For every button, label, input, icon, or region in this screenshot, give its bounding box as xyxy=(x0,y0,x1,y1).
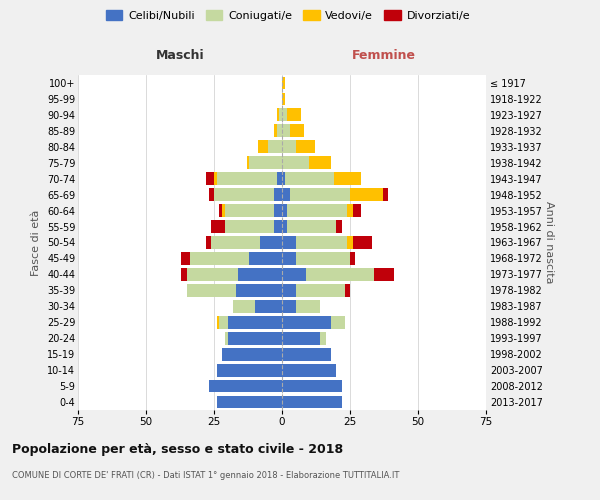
Bar xyxy=(209,188,214,201)
Bar xyxy=(344,284,350,296)
Bar xyxy=(217,316,220,328)
Bar xyxy=(206,172,214,185)
Bar xyxy=(347,204,353,217)
Bar xyxy=(260,236,282,249)
Bar xyxy=(211,220,225,233)
Bar xyxy=(282,220,287,233)
Bar xyxy=(287,108,301,122)
Bar xyxy=(285,172,334,185)
Bar xyxy=(374,268,394,281)
Bar xyxy=(282,76,285,90)
Bar xyxy=(227,316,282,328)
Bar xyxy=(211,236,260,249)
Bar xyxy=(274,204,282,217)
Bar xyxy=(353,204,361,217)
Bar xyxy=(217,396,282,408)
Bar xyxy=(282,284,296,296)
Text: Maschi: Maschi xyxy=(155,49,205,62)
Bar xyxy=(282,364,337,376)
Bar xyxy=(187,284,236,296)
Bar xyxy=(225,332,227,344)
Bar xyxy=(277,124,282,137)
Bar xyxy=(307,268,374,281)
Bar xyxy=(282,252,296,265)
Bar xyxy=(282,268,307,281)
Bar xyxy=(347,236,353,249)
Bar xyxy=(274,188,282,201)
Bar xyxy=(250,252,282,265)
Bar xyxy=(282,124,290,137)
Bar xyxy=(274,124,277,137)
Bar xyxy=(255,300,282,312)
Text: Femmine: Femmine xyxy=(352,49,416,62)
Bar xyxy=(331,316,344,328)
Bar xyxy=(296,252,350,265)
Y-axis label: Anni di nascita: Anni di nascita xyxy=(544,201,554,284)
Bar xyxy=(209,380,282,392)
Bar xyxy=(277,172,282,185)
Bar xyxy=(287,204,347,217)
Bar xyxy=(282,332,320,344)
Bar xyxy=(282,380,342,392)
Bar xyxy=(190,252,250,265)
Bar xyxy=(309,156,331,169)
Bar xyxy=(350,188,383,201)
Bar xyxy=(206,236,211,249)
Bar xyxy=(225,220,274,233)
Bar xyxy=(227,332,282,344)
Y-axis label: Fasce di età: Fasce di età xyxy=(31,210,41,276)
Bar xyxy=(217,172,277,185)
Bar xyxy=(222,204,225,217)
Bar xyxy=(282,316,331,328)
Bar xyxy=(282,300,296,312)
Bar xyxy=(236,284,282,296)
Text: COMUNE DI CORTE DE' FRATI (CR) - Dati ISTAT 1° gennaio 2018 - Elaborazione TUTTI: COMUNE DI CORTE DE' FRATI (CR) - Dati IS… xyxy=(12,471,400,480)
Bar xyxy=(320,332,326,344)
Bar xyxy=(217,364,282,376)
Bar xyxy=(353,236,372,249)
Bar xyxy=(225,204,274,217)
Bar xyxy=(247,156,250,169)
Bar xyxy=(233,300,255,312)
Bar xyxy=(250,156,282,169)
Bar xyxy=(296,284,344,296)
Bar xyxy=(277,108,279,122)
Bar xyxy=(274,220,282,233)
Bar xyxy=(220,204,222,217)
Bar xyxy=(181,268,187,281)
Bar xyxy=(337,220,342,233)
Bar xyxy=(383,188,388,201)
Bar xyxy=(257,140,268,153)
Legend: Celibi/Nubili, Coniugati/e, Vedovi/e, Divorziati/e: Celibi/Nubili, Coniugati/e, Vedovi/e, Di… xyxy=(101,6,475,25)
Bar xyxy=(282,156,309,169)
Bar xyxy=(282,108,287,122)
Bar xyxy=(238,268,282,281)
Bar xyxy=(282,396,342,408)
Bar xyxy=(282,172,285,185)
Bar xyxy=(187,268,238,281)
Bar xyxy=(268,140,282,153)
Bar xyxy=(214,188,274,201)
Text: Popolazione per età, sesso e stato civile - 2018: Popolazione per età, sesso e stato civil… xyxy=(12,442,343,456)
Bar xyxy=(282,236,296,249)
Bar xyxy=(290,188,350,201)
Bar xyxy=(290,124,304,137)
Bar xyxy=(181,252,190,265)
Bar xyxy=(282,92,285,106)
Bar xyxy=(334,172,361,185)
Bar xyxy=(279,108,282,122)
Bar xyxy=(287,220,337,233)
Bar xyxy=(296,300,320,312)
Bar xyxy=(220,316,227,328)
Bar xyxy=(282,188,290,201)
Bar xyxy=(282,140,296,153)
Bar xyxy=(282,204,287,217)
Bar xyxy=(296,140,314,153)
Bar xyxy=(214,172,217,185)
Bar xyxy=(296,236,347,249)
Bar xyxy=(350,252,355,265)
Bar xyxy=(222,348,282,360)
Bar xyxy=(282,348,331,360)
